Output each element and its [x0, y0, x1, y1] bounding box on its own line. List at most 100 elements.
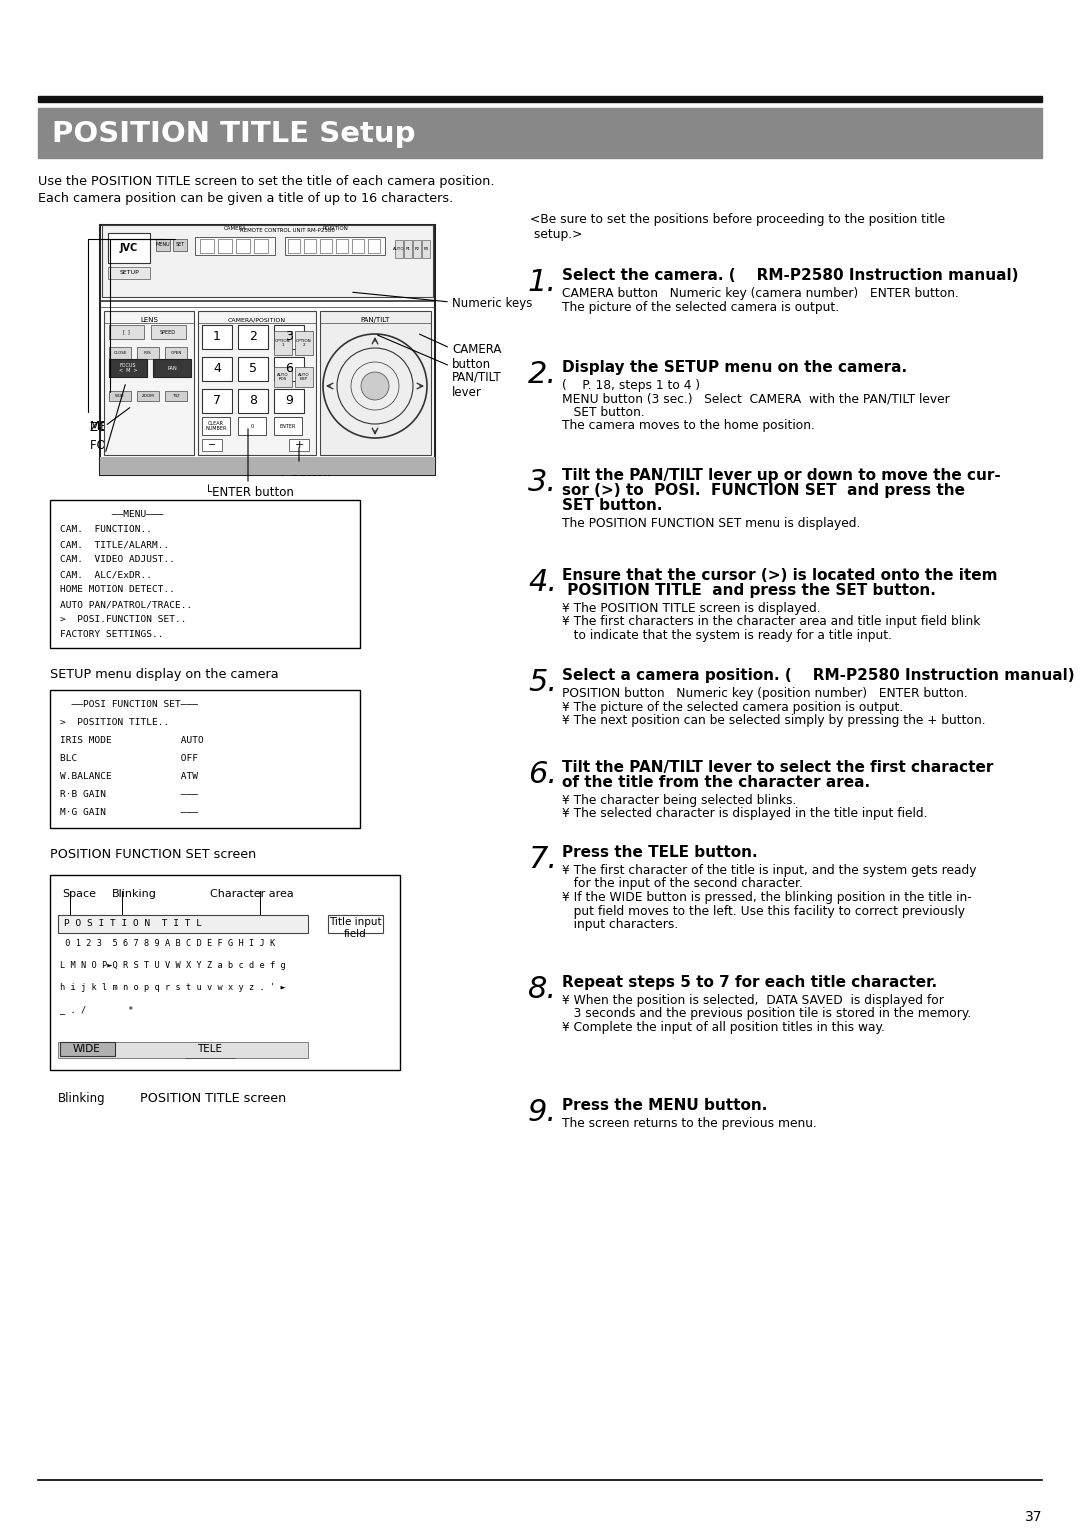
Text: 7: 7	[213, 394, 221, 408]
Text: 9.: 9.	[528, 1099, 557, 1128]
Text: JVC: JVC	[120, 243, 138, 254]
Text: AUTO PAN/PATROL/TRACE..: AUTO PAN/PATROL/TRACE..	[60, 601, 192, 610]
Text: FACTORY SETTINGS..: FACTORY SETTINGS..	[60, 630, 163, 639]
Text: 2: 2	[249, 330, 257, 344]
Text: P O S I T I O N  T I T L: P O S I T I O N T I T L	[64, 920, 202, 929]
Text: CAMERA/POSITION: CAMERA/POSITION	[228, 318, 286, 322]
Text: ¥ When the position is selected,  DATA SAVED  is displayed for: ¥ When the position is selected, DATA SA…	[562, 995, 944, 1007]
Bar	[413, 240, 421, 258]
Text: sor (>) to  POSI.  FUNCTION SET  and press the: sor (>) to POSI. FUNCTION SET and press …	[562, 483, 966, 498]
Text: <Be sure to set the positions before proceeding to the position title
 setup.>: <Be sure to set the positions before pro…	[530, 212, 945, 241]
Text: PAN: PAN	[167, 365, 177, 370]
Text: IRIS MODE            AUTO: IRIS MODE AUTO	[60, 736, 204, 746]
Text: HOME MOTION DETECT..: HOME MOTION DETECT..	[60, 585, 175, 594]
Bar	[202, 439, 222, 451]
Text: CAM.  TITLE/ALARM..: CAM. TITLE/ALARM..	[60, 539, 170, 549]
Text: └ENTER button: └ENTER button	[205, 486, 294, 500]
Bar	[238, 390, 268, 413]
Text: POSITION TITLE screen: POSITION TITLE screen	[140, 1093, 286, 1105]
Text: ¥ The next position can be selected simply by pressing the + button.: ¥ The next position can be selected simp…	[562, 714, 986, 727]
Text: put field moves to the left. Use this facility to correct previously: put field moves to the left. Use this fa…	[562, 905, 966, 917]
Bar	[109, 325, 144, 339]
Text: Press the TELE button.: Press the TELE button.	[562, 845, 758, 860]
Bar	[295, 332, 313, 354]
Bar	[151, 325, 186, 339]
Text: Tilt the PAN/TILT lever up or down to move the cur-: Tilt the PAN/TILT lever up or down to mo…	[562, 468, 1001, 483]
Bar	[320, 312, 431, 455]
Text: W.BALANCE            ATW: W.BALANCE ATW	[60, 772, 198, 781]
Bar	[202, 358, 232, 380]
Text: Title input
field: Title input field	[328, 917, 381, 938]
Bar	[165, 391, 187, 400]
Bar	[274, 367, 292, 387]
Text: The POSITION FUNCTION SET menu is displayed.: The POSITION FUNCTION SET menu is displa…	[562, 516, 861, 530]
Text: FOCUS button: FOCUS button	[90, 439, 173, 452]
Text: +: +	[295, 440, 303, 451]
Bar	[58, 1042, 308, 1057]
Text: PAN/TILT
lever: PAN/TILT lever	[453, 371, 502, 399]
Bar	[336, 238, 348, 254]
Bar	[274, 332, 292, 354]
Text: CAMERA
button: CAMERA button	[453, 342, 501, 371]
Text: ¥ The character being selected blinks.: ¥ The character being selected blinks.	[562, 795, 796, 807]
Bar	[395, 240, 403, 258]
Text: P4: P4	[423, 248, 429, 251]
Bar	[289, 439, 309, 451]
Text: Character area: Character area	[210, 889, 294, 898]
Text: CLOSE: CLOSE	[113, 351, 126, 354]
Text: 6.: 6.	[528, 759, 557, 788]
Bar	[238, 325, 268, 348]
Text: + button: + button	[278, 466, 330, 478]
Text: OPTION
2: OPTION 2	[296, 339, 312, 347]
Text: Blinking: Blinking	[112, 889, 157, 898]
Text: 6: 6	[285, 362, 293, 376]
Text: input characters.: input characters.	[562, 918, 678, 931]
Text: for the input of the second character.: for the input of the second character.	[562, 877, 802, 891]
Bar	[202, 325, 232, 348]
Text: M·G GAIN             ———: M·G GAIN ———	[60, 808, 198, 817]
Text: 1.: 1.	[528, 267, 557, 296]
Text: ¥ The selected character is displayed in the title input field.: ¥ The selected character is displayed in…	[562, 807, 928, 821]
Text: Ensure that the cursor (>) is located onto the item: Ensure that the cursor (>) is located on…	[562, 568, 998, 584]
Text: WDE: WDE	[116, 394, 125, 397]
Text: CAMERA button   Numeric key (camera number)   ENTER button.: CAMERA button Numeric key (camera number…	[562, 287, 959, 299]
Text: 9: 9	[285, 394, 293, 408]
Text: 4.: 4.	[528, 568, 557, 597]
Bar	[202, 390, 232, 413]
Bar	[422, 240, 430, 258]
Text: CAM.  ALC/ExDR..: CAM. ALC/ExDR..	[60, 570, 152, 579]
Text: REMOTE CONTROL UNIT RM-P2580: REMOTE CONTROL UNIT RM-P2580	[240, 229, 335, 234]
Text: TILT: TILT	[172, 394, 180, 397]
Bar	[352, 238, 364, 254]
Text: MENU button: MENU button	[90, 420, 167, 432]
Text: 5.: 5.	[528, 668, 557, 697]
Text: to indicate that the system is ready for a title input.: to indicate that the system is ready for…	[562, 630, 892, 642]
Text: h i j k l m n o p q r s t u v w x y z . ' ►: h i j k l m n o p q r s t u v w x y z . …	[60, 983, 286, 992]
Text: 2.: 2.	[528, 361, 557, 390]
Text: Repeat steps 5 to 7 for each title character.: Repeat steps 5 to 7 for each title chara…	[562, 975, 937, 990]
Text: SPEED: SPEED	[160, 330, 176, 335]
Text: LENS: LENS	[140, 316, 158, 322]
Text: CAMERA: CAMERA	[224, 226, 246, 232]
Text: 0: 0	[251, 423, 254, 428]
Text: Tilt the PAN/TILT lever to select the first character: Tilt the PAN/TILT lever to select the fi…	[562, 759, 994, 775]
Bar	[202, 417, 230, 435]
Bar	[38, 96, 1042, 102]
Text: 5: 5	[249, 362, 257, 376]
Text: 1: 1	[213, 330, 221, 344]
Bar	[274, 390, 303, 413]
Text: SET: SET	[175, 243, 185, 248]
Text: _ . /        *: _ . / *	[60, 1005, 134, 1015]
Text: 3 seconds and the previous position tile is stored in the memory.: 3 seconds and the previous position tile…	[562, 1007, 971, 1021]
Text: 4: 4	[213, 362, 221, 376]
Text: Display the SETUP menu on the camera.: Display the SETUP menu on the camera.	[562, 361, 907, 374]
Text: −: −	[208, 440, 216, 451]
Bar	[274, 417, 302, 435]
Bar	[60, 1042, 114, 1056]
Bar	[238, 358, 268, 380]
Bar	[50, 500, 360, 648]
Text: P2: P2	[415, 248, 419, 251]
Text: Use the POSITION TITLE screen to set the title of each camera position.: Use the POSITION TITLE screen to set the…	[38, 176, 495, 188]
Bar	[108, 232, 150, 263]
Bar	[109, 391, 131, 400]
